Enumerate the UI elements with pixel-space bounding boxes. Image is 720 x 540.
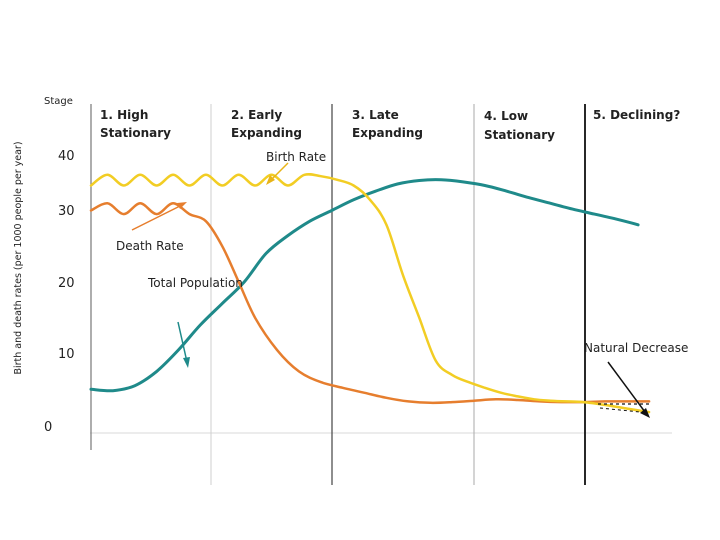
- death-rate-pointer-arrow: [131, 204, 183, 231]
- natural-decrease-annotation: Natural Decrease: [584, 341, 688, 355]
- stage-3-line2: Expanding: [352, 126, 423, 140]
- y-tick-label: 20: [58, 276, 75, 291]
- stage-3-line1: 3. Late: [352, 108, 399, 122]
- birth-rate-line: [89, 172, 651, 414]
- y-tick-label: 0: [44, 420, 52, 435]
- stage-5-line1: 5. Declining?: [593, 108, 680, 122]
- y-tick-labels: 40 30 20 10 0: [44, 149, 75, 435]
- natural-decrease-arrow: [607, 361, 646, 413]
- total-population-pointer-arrow: [177, 321, 188, 363]
- stage-2-line1: 2. Early: [231, 108, 282, 122]
- birth-rate-pointer-arrowhead: [266, 175, 275, 185]
- natural-decrease-dashed-line: [599, 407, 641, 413]
- total-population-annotation: Total Population: [147, 276, 243, 290]
- death-rate-pointer-arrowhead: [177, 202, 187, 209]
- stage-titles: 1. High Stationary 2. Early Expanding 3.…: [100, 108, 680, 142]
- death-rate-annotation: Death Rate: [116, 239, 184, 253]
- y-tick-label: 30: [58, 204, 75, 219]
- stage-2-line2: Expanding: [231, 126, 302, 140]
- stage-1-line2: Stationary: [100, 126, 171, 140]
- stage-corner-label: Stage: [44, 96, 73, 107]
- stage-1-line1: 1. High: [100, 108, 148, 122]
- stage-4-line1: 4. Low: [484, 109, 528, 123]
- natural-decrease-arrowhead: [640, 408, 650, 418]
- y-tick-label: 10: [58, 347, 75, 362]
- y-tick-label: 40: [58, 149, 75, 164]
- y-axis-label: Birth and death rates (per 1000 people p…: [13, 141, 24, 374]
- birth-rate-annotation: Birth Rate: [266, 150, 326, 164]
- death-rate-line: [89, 202, 651, 405]
- stage-4-line2: Stationary: [484, 128, 555, 142]
- total-population-pointer-arrowhead: [183, 357, 190, 368]
